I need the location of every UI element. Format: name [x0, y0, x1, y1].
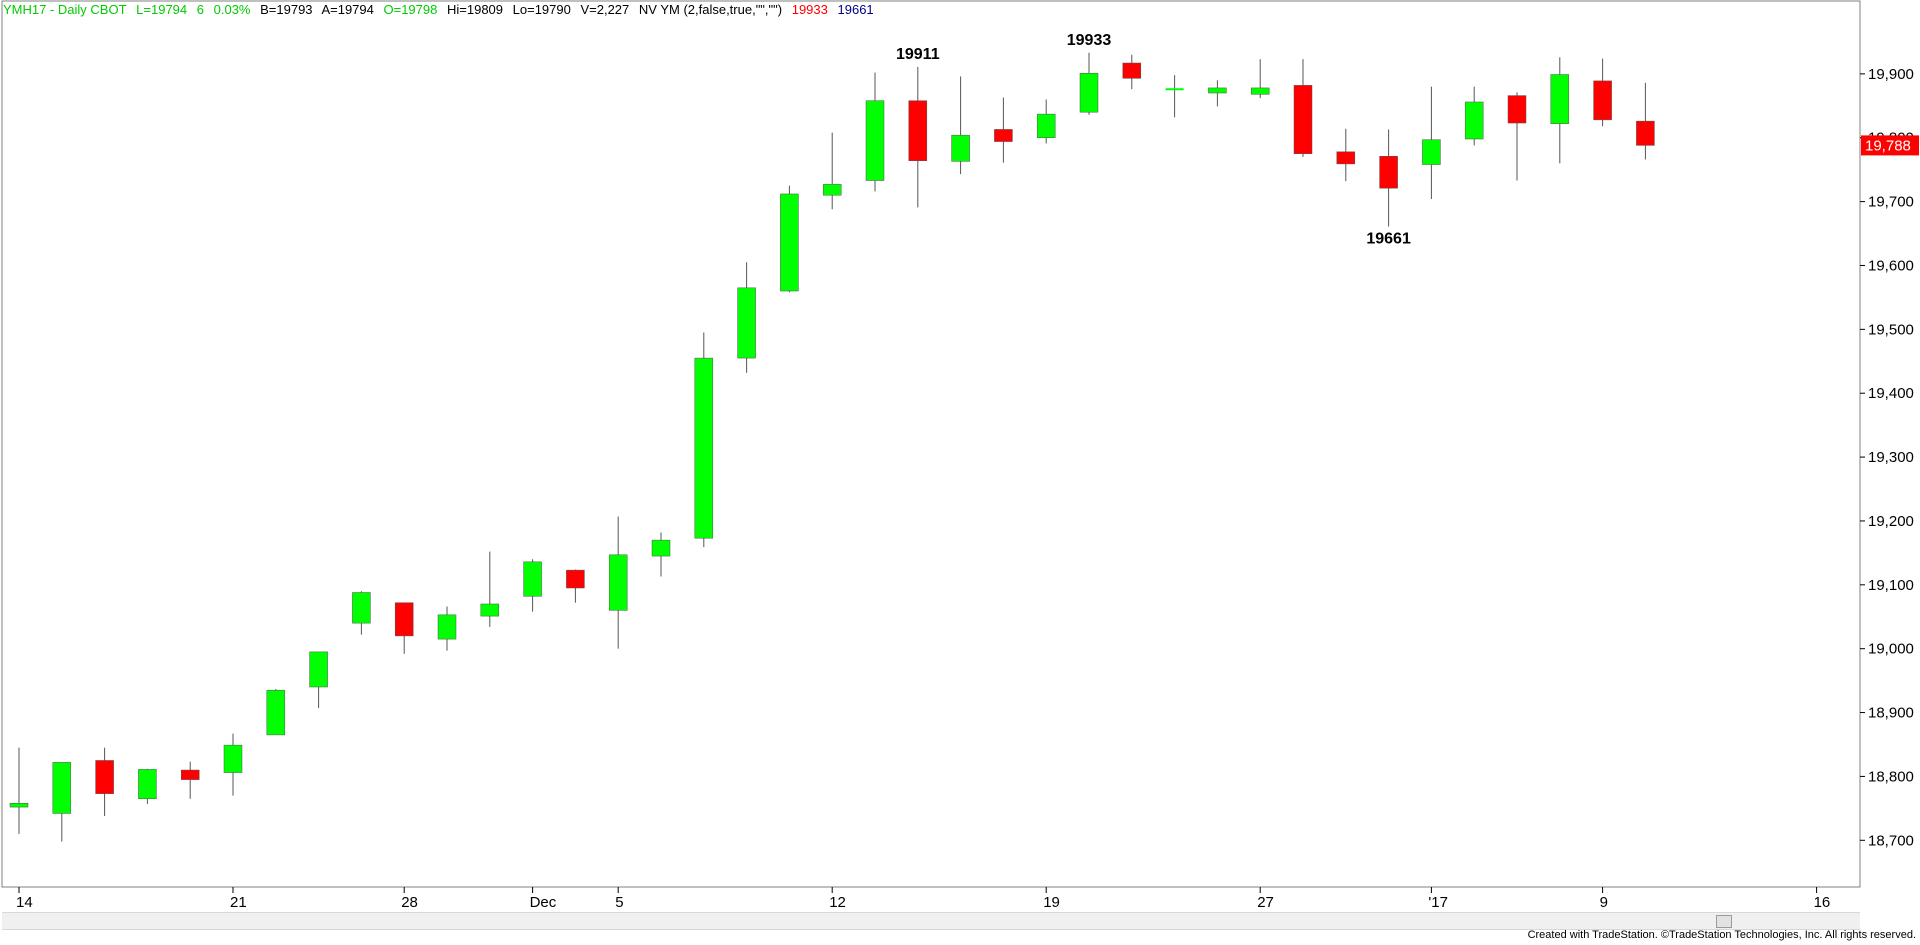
y-tick-label: 19,300 — [1868, 449, 1914, 466]
candle-body — [1122, 62, 1142, 79]
y-tick-label: 19,600 — [1868, 257, 1914, 274]
net-change: 6 — [196, 2, 204, 17]
horizontal-scrollbar[interactable] — [2, 912, 1860, 930]
candle-body — [480, 603, 500, 617]
x-tick-label: 5 — [615, 894, 623, 911]
candle-body — [1593, 80, 1612, 121]
high-price: Hi=19809 — [446, 2, 504, 17]
x-tick-label: 21 — [230, 894, 247, 911]
plot-area — [9, 52, 1655, 842]
y-tick-label: 19,100 — [1868, 577, 1914, 594]
x-tick-label: 27 — [1257, 894, 1274, 911]
open-price: O=19798 — [383, 2, 438, 17]
y-tick-label: 19,000 — [1868, 641, 1914, 658]
x-tick-label: 19 — [1043, 894, 1060, 911]
symbol-info: YMH17 - Daily CBOT — [3, 2, 127, 17]
pct-change: 0.03% — [213, 2, 251, 17]
y-tick-label: 19,700 — [1868, 194, 1914, 211]
candle-body — [523, 561, 542, 597]
y-tick-label: 18,900 — [1868, 705, 1914, 722]
x-tick-label: Dec — [530, 894, 557, 911]
candle-body — [1079, 72, 1099, 113]
candle-body — [566, 569, 585, 589]
swing-annotations: 19911 19933 19661 — [896, 32, 1411, 248]
candle-body — [1464, 101, 1484, 140]
candle-body — [1336, 151, 1356, 165]
candle-body — [95, 760, 114, 794]
candle-body — [694, 357, 714, 539]
swing-label: 19911 — [896, 46, 940, 63]
candle-body — [822, 184, 842, 196]
volume: V=2,227 — [580, 2, 630, 17]
candle-body — [1250, 87, 1270, 95]
candle-body — [1293, 85, 1313, 154]
footer-credit: Created with TradeStation. ©TradeStation… — [1527, 929, 1916, 941]
low-price: Lo=19790 — [512, 2, 571, 17]
candle-body — [394, 602, 414, 637]
indicator-name: NV YM (2,false,true,"","") — [638, 2, 783, 17]
candle-body — [9, 802, 29, 808]
candle-body — [309, 651, 328, 688]
candle-body — [266, 689, 286, 736]
candle-body — [437, 614, 457, 640]
y-tick-label: 19,900 — [1868, 66, 1914, 83]
candle-body — [651, 539, 671, 557]
ask-price: A=19794 — [321, 2, 374, 17]
last-price-marker: 19,788 — [1861, 135, 1919, 156]
last-price-label: 19,788 — [1865, 137, 1911, 154]
indicator-low: 19661 — [837, 2, 874, 17]
candle-body — [1208, 87, 1227, 94]
x-tick-label: '17 — [1428, 894, 1448, 911]
time-axis: 14 21 28 Dec 5 12 19 27 '17 9 16 — [16, 887, 1830, 911]
candle-body — [1636, 120, 1655, 146]
candle-body — [52, 762, 72, 814]
candle-body — [737, 287, 756, 359]
candle-body — [1422, 139, 1441, 165]
candle-body — [352, 592, 371, 624]
x-tick-label: 12 — [829, 894, 846, 911]
candle-body — [951, 134, 970, 162]
indicator-high: 19933 — [791, 2, 828, 17]
candlestick-chart[interactable]: 18,700 18,800 18,900 19,000 19,100 19,200 19,3… — [0, 0, 1920, 912]
bid-price: B=19793 — [260, 2, 313, 17]
candle-body — [865, 100, 885, 181]
scrollbar-thumb[interactable] — [1716, 915, 1732, 928]
candle-body — [1507, 95, 1527, 124]
y-tick-label: 19,500 — [1868, 321, 1914, 338]
candle-body — [608, 554, 628, 611]
chart-header: YMH17 - Daily CBOT L=19794 6 0.03% B=197… — [3, 2, 880, 17]
swing-label: 19933 — [1067, 32, 1112, 49]
candle-body — [1379, 156, 1398, 189]
candle-body — [780, 193, 799, 292]
candle-body — [908, 100, 928, 161]
x-tick-label: 14 — [16, 894, 33, 911]
swing-label: 19661 — [1366, 231, 1411, 248]
last-price-box — [1861, 135, 1919, 156]
y-tick-label: 18,700 — [1868, 832, 1914, 849]
x-tick-label: 16 — [1814, 894, 1831, 911]
candle-body — [994, 129, 1013, 142]
y-tick-label: 19,400 — [1868, 385, 1914, 402]
x-tick-label: 28 — [401, 894, 418, 911]
candle-body — [223, 744, 243, 773]
x-tick-label: 9 — [1600, 894, 1608, 911]
plot-border — [1, 0, 1861, 888]
y-tick-label: 18,800 — [1868, 768, 1914, 785]
price-axis: 18,700 18,800 18,900 19,000 19,100 19,200 19,3… — [1860, 66, 1914, 849]
candle-body — [180, 769, 200, 780]
candle-body — [138, 769, 157, 800]
last-price: L=19794 — [136, 2, 188, 17]
y-tick-label: 19,200 — [1868, 513, 1914, 530]
candle-body — [1036, 113, 1056, 138]
candle-body — [1550, 74, 1570, 124]
